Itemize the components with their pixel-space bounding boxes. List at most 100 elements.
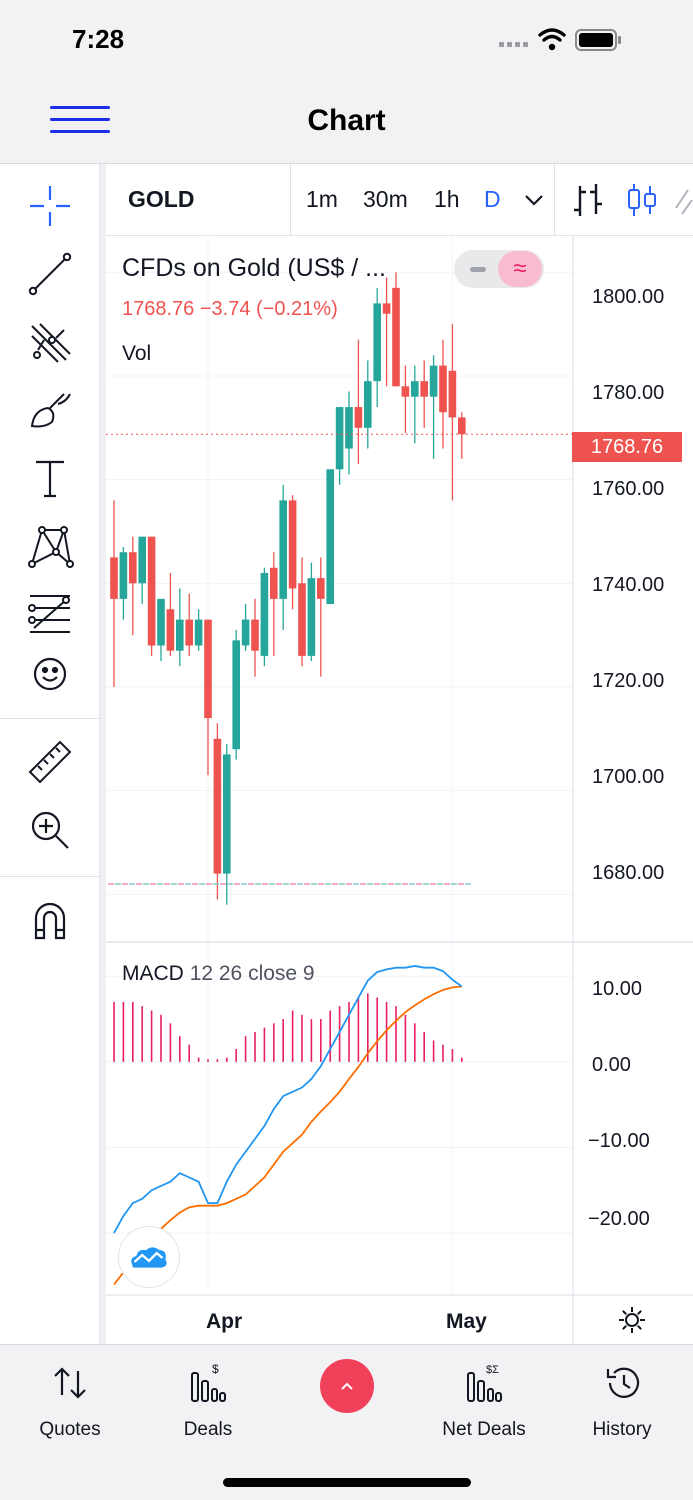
candle-body	[251, 619, 259, 651]
macd-name: MACD	[122, 962, 184, 985]
candle-body	[335, 407, 344, 470]
history-icon	[606, 1367, 640, 1398]
macd-legend[interactable]: MACD 12 26 close 9	[122, 962, 315, 986]
crosshair-tool[interactable]	[22, 178, 78, 234]
candle-body	[241, 619, 250, 646]
chevron-down-icon[interactable]	[516, 182, 552, 218]
more-tools-icon[interactable]	[672, 180, 693, 220]
candle-body	[119, 552, 128, 599]
time-axis-label: Apr	[206, 1310, 243, 1333]
last-price-tag: 1768.76	[572, 432, 682, 462]
candle-body	[326, 469, 334, 605]
hamburger-icon	[50, 106, 110, 109]
pattern-icon	[28, 526, 74, 568]
candle-body	[317, 578, 325, 599]
candle-body	[439, 365, 447, 413]
emoji-tool[interactable]	[22, 646, 78, 702]
bottom-tab-bar: Quotes $ Deals $Σ Net Deals History	[0, 1344, 693, 1500]
price-axis-label: 1800.00	[592, 286, 665, 308]
expand-panel-button[interactable]	[320, 1359, 374, 1413]
candle-body	[429, 365, 438, 397]
candle-body	[307, 578, 316, 656]
candle-chart-style-icon[interactable]	[622, 180, 662, 220]
trend-line-icon	[28, 252, 72, 296]
toolbar-divider	[100, 164, 106, 1344]
chart-canvas[interactable]	[106, 236, 693, 1344]
pattern-tool[interactable]	[22, 518, 78, 574]
status-time: 7:28	[72, 24, 125, 54]
indicator-toggle-button[interactable]: ≈	[498, 251, 542, 287]
svg-text:$: $	[212, 1362, 219, 1376]
candle-body	[420, 381, 428, 397]
macd-axis-label: −20.00	[588, 1208, 650, 1230]
candle-body	[401, 386, 410, 397]
candle-body	[176, 619, 184, 651]
tab-label: Net Deals	[442, 1419, 526, 1440]
tab-quotes[interactable]: Quotes	[10, 1361, 130, 1451]
pitchfork-tool[interactable]	[22, 314, 78, 370]
price-axis-label: 1700.00	[592, 766, 665, 788]
gear-icon[interactable]	[616, 1304, 648, 1336]
toolbar-separator-2	[0, 876, 100, 877]
net-deals-icon: $Σ	[467, 1364, 502, 1402]
candle-body	[279, 500, 287, 599]
candle-body	[166, 609, 175, 651]
trend-line-tool[interactable]	[22, 246, 78, 302]
time-axis-label: May	[446, 1310, 487, 1333]
cellular-signal-icon	[499, 42, 528, 47]
menu-button[interactable]	[50, 106, 110, 138]
volume-label[interactable]: Vol	[122, 342, 152, 365]
price-axis-label: 1760.00	[592, 478, 665, 500]
price-axis-label: 1680.00	[592, 862, 665, 884]
tab-net-deals[interactable]: $Σ Net Deals	[424, 1361, 544, 1451]
candle-body	[138, 536, 146, 584]
collapse-legend-button[interactable]	[460, 255, 496, 283]
zoom-tool[interactable]	[22, 802, 78, 858]
interval-30m[interactable]: 30m	[363, 186, 408, 212]
candle-body	[288, 500, 297, 589]
candle-body	[213, 738, 222, 874]
candle-body	[260, 572, 269, 656]
tradingview-logo-button[interactable]	[118, 1226, 180, 1288]
price-axis-label: 1720.00	[592, 670, 665, 692]
legend-price-values: 1768.76 −3.74 (−0.21%)	[122, 298, 338, 320]
candle-body	[204, 619, 212, 719]
symbol-selector[interactable]: GOLD	[128, 186, 195, 212]
measure-tool[interactable]	[22, 734, 78, 790]
candle-body	[382, 303, 391, 314]
text-icon	[36, 460, 64, 498]
chart-toolbar: GOLD 1m 30m 1h D	[106, 164, 693, 236]
legend-toggle: ≈	[454, 250, 544, 288]
interval-1m[interactable]: 1m	[306, 186, 338, 212]
price-axis-label: 1740.00	[592, 574, 665, 596]
candle-body	[129, 552, 137, 584]
text-tool[interactable]	[22, 450, 78, 506]
signal-line	[113, 985, 462, 1285]
battery-icon	[575, 29, 621, 51]
tab-label: Deals	[183, 1419, 233, 1440]
pitchfork-icon	[31, 323, 71, 363]
candle-body	[185, 619, 193, 646]
legend-symbol-title[interactable]: CFDs on Gold (US$ / ...	[122, 254, 386, 282]
candle-body	[364, 381, 372, 428]
wifi-icon	[538, 28, 566, 42]
status-bar: 7:28	[0, 0, 693, 80]
brush-icon	[30, 393, 71, 428]
magnet-tool[interactable]	[22, 892, 78, 948]
fibonacci-tool[interactable]	[22, 584, 78, 640]
minus-icon	[470, 266, 486, 272]
tab-deals[interactable]: $ Deals	[148, 1361, 268, 1451]
magnet-icon	[34, 902, 66, 940]
chart-area[interactable]: CFDs on Gold (US$ / ... ≈ 1768.76 −3.74 …	[106, 236, 693, 1344]
interval-1h[interactable]: 1h	[434, 186, 460, 212]
tab-label: Quotes	[39, 1419, 101, 1440]
bar-chart-style-icon[interactable]	[568, 180, 608, 220]
candle-body	[298, 583, 306, 656]
drawing-toolbar	[0, 164, 100, 1344]
interval-d[interactable]: D	[484, 186, 501, 212]
chevron-up-icon	[341, 1382, 353, 1390]
brush-tool[interactable]	[22, 382, 78, 438]
macd-axis-label: −10.00	[588, 1130, 650, 1152]
svg-text:$Σ: $Σ	[486, 1364, 499, 1376]
tab-history[interactable]: History	[562, 1361, 682, 1451]
